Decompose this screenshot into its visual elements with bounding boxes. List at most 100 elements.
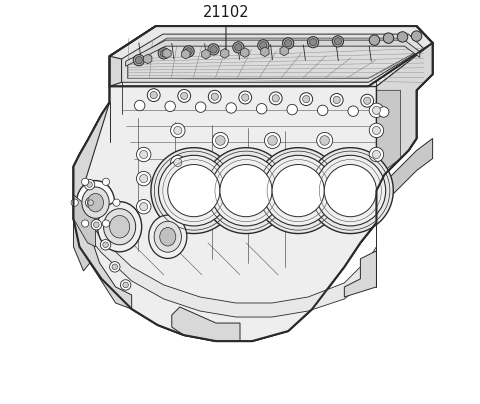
Polygon shape <box>172 307 240 341</box>
Circle shape <box>307 148 393 234</box>
Circle shape <box>239 91 252 104</box>
Circle shape <box>88 200 94 206</box>
Ellipse shape <box>109 215 130 238</box>
Polygon shape <box>344 251 376 297</box>
Circle shape <box>150 91 157 99</box>
Circle shape <box>178 90 191 102</box>
Circle shape <box>94 222 99 227</box>
Ellipse shape <box>154 221 181 252</box>
Polygon shape <box>73 219 132 309</box>
Circle shape <box>256 103 267 114</box>
Circle shape <box>363 97 371 104</box>
Circle shape <box>211 93 218 100</box>
Circle shape <box>158 155 229 226</box>
Circle shape <box>287 104 298 115</box>
Polygon shape <box>376 43 432 191</box>
Circle shape <box>216 136 225 145</box>
Polygon shape <box>181 49 190 59</box>
Polygon shape <box>261 47 269 57</box>
Polygon shape <box>73 207 376 317</box>
Circle shape <box>208 44 219 55</box>
Circle shape <box>211 155 281 226</box>
Circle shape <box>255 148 341 234</box>
Circle shape <box>113 199 120 206</box>
Circle shape <box>133 55 144 66</box>
Circle shape <box>91 219 102 230</box>
Ellipse shape <box>149 215 187 259</box>
Ellipse shape <box>104 209 136 245</box>
Polygon shape <box>376 90 400 179</box>
Circle shape <box>361 94 373 107</box>
Circle shape <box>372 150 381 158</box>
Circle shape <box>372 126 381 135</box>
Circle shape <box>233 42 244 53</box>
Text: 21102: 21102 <box>203 5 249 20</box>
Ellipse shape <box>97 202 142 252</box>
Circle shape <box>208 90 221 103</box>
Circle shape <box>180 92 188 99</box>
Circle shape <box>212 133 228 149</box>
Circle shape <box>103 242 108 248</box>
Circle shape <box>332 36 344 47</box>
Circle shape <box>112 264 118 270</box>
Ellipse shape <box>160 227 176 246</box>
Circle shape <box>330 93 343 106</box>
Circle shape <box>369 123 384 138</box>
Polygon shape <box>73 43 432 341</box>
Circle shape <box>183 46 194 57</box>
Circle shape <box>317 105 328 116</box>
Circle shape <box>260 42 267 49</box>
Polygon shape <box>73 26 432 341</box>
Circle shape <box>220 164 272 217</box>
Circle shape <box>174 126 182 135</box>
Circle shape <box>369 103 384 118</box>
Circle shape <box>136 147 151 162</box>
Circle shape <box>310 38 317 46</box>
Ellipse shape <box>87 194 104 212</box>
Circle shape <box>158 48 169 59</box>
Circle shape <box>317 133 333 149</box>
Circle shape <box>84 179 95 190</box>
Circle shape <box>135 57 143 64</box>
Circle shape <box>82 178 89 185</box>
Circle shape <box>269 92 282 105</box>
Circle shape <box>307 36 319 48</box>
Circle shape <box>160 50 168 57</box>
Circle shape <box>333 96 340 103</box>
Circle shape <box>170 123 185 138</box>
Circle shape <box>136 171 151 186</box>
Polygon shape <box>126 40 420 66</box>
Polygon shape <box>163 48 171 58</box>
Circle shape <box>136 200 151 214</box>
Circle shape <box>134 100 145 111</box>
Circle shape <box>85 198 96 208</box>
Circle shape <box>140 150 148 158</box>
Circle shape <box>147 89 160 101</box>
Polygon shape <box>221 48 229 58</box>
Circle shape <box>140 175 148 183</box>
Circle shape <box>378 107 389 117</box>
Polygon shape <box>144 54 152 64</box>
Circle shape <box>120 280 131 290</box>
Circle shape <box>348 106 359 116</box>
Ellipse shape <box>82 187 109 218</box>
Circle shape <box>315 155 385 226</box>
Polygon shape <box>109 26 432 86</box>
Circle shape <box>300 93 312 105</box>
Circle shape <box>272 95 279 102</box>
Circle shape <box>302 95 310 103</box>
Circle shape <box>283 38 294 49</box>
Ellipse shape <box>76 181 115 225</box>
Circle shape <box>102 178 109 185</box>
Circle shape <box>185 48 192 55</box>
Circle shape <box>324 164 376 217</box>
Circle shape <box>264 133 280 149</box>
Circle shape <box>241 94 249 101</box>
Polygon shape <box>202 49 210 59</box>
Circle shape <box>268 136 277 145</box>
Polygon shape <box>376 139 432 223</box>
Circle shape <box>168 164 220 217</box>
Polygon shape <box>240 48 249 57</box>
Circle shape <box>285 40 292 47</box>
Circle shape <box>195 102 206 112</box>
